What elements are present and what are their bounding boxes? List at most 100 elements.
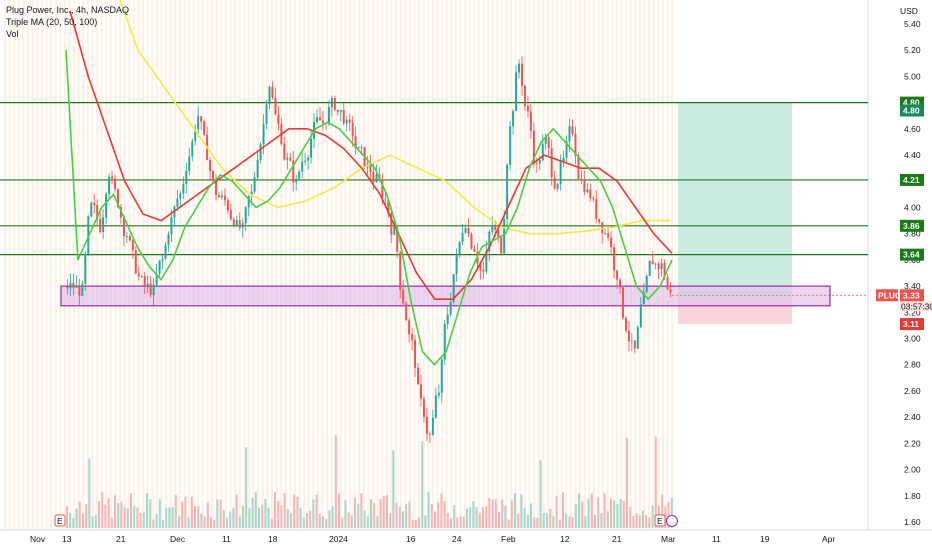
candle-body (164, 244, 167, 259)
volume-bar (158, 499, 161, 528)
price-tick-label: 2.00 (904, 465, 921, 475)
session-stripe (22, 0, 25, 530)
session-stripe (404, 0, 407, 530)
volume-bar (168, 507, 171, 528)
volume-bar (382, 495, 385, 528)
indicator-ma-label[interactable]: Triple MA (20, 50, 100) (6, 17, 98, 27)
candle-body (473, 248, 476, 252)
candle-body (333, 97, 336, 110)
volume-bar (194, 506, 196, 528)
session-stripe (537, 0, 540, 530)
candle-body (262, 123, 265, 145)
candle-body (203, 121, 206, 135)
session-stripe (468, 0, 471, 530)
candle-body (140, 276, 143, 278)
volume-bar (350, 515, 353, 528)
session-stripe (132, 0, 135, 530)
candle-body (663, 263, 666, 277)
candle-body (393, 227, 396, 235)
volume-bar (258, 507, 260, 528)
volume-bar (533, 517, 536, 528)
volume-bar (66, 506, 68, 528)
candle-body (458, 241, 461, 255)
session-stripe (339, 0, 342, 530)
session-stripe (91, 0, 94, 530)
candle-body (610, 237, 613, 248)
volume-bar (178, 515, 180, 528)
volume-bar (539, 459, 542, 528)
candle-body (420, 384, 422, 399)
session-stripe (229, 0, 232, 530)
session-stripe (123, 0, 126, 530)
session-stripe (119, 0, 122, 530)
candle-body (598, 218, 601, 223)
volume-bar (328, 510, 331, 528)
earnings-marker: E (657, 516, 663, 526)
candle-body (443, 323, 446, 360)
candle-body (330, 97, 333, 108)
session-stripe (201, 0, 204, 530)
price-tick-label: 5.00 (904, 71, 921, 81)
candle-body (523, 85, 526, 107)
candle-body (479, 263, 482, 270)
time-tick-label: 21 (116, 534, 126, 544)
candle-body (518, 63, 520, 73)
volume-bar (376, 516, 379, 528)
session-stripe (464, 0, 467, 530)
session-stripe (261, 0, 264, 530)
candle-body (87, 216, 90, 254)
candle-body (396, 227, 399, 252)
volume-bar (139, 513, 142, 528)
candle-body (212, 171, 215, 181)
candle-body (547, 137, 550, 149)
volume-bar (302, 517, 305, 528)
volume-bar (405, 504, 408, 528)
session-stripe (606, 0, 609, 530)
time-tick-label: 12 (560, 534, 570, 544)
volume-bar (421, 441, 424, 528)
candle-body (648, 260, 651, 276)
candle-body (411, 334, 414, 341)
candle-body (613, 247, 616, 271)
candle-body (627, 330, 630, 342)
stop-price-tag: 3.11 (903, 319, 919, 329)
volume-bar (91, 516, 94, 528)
volume-bar (398, 507, 401, 528)
volume-bar (584, 516, 587, 528)
session-stripe (165, 0, 168, 530)
candle-body (232, 219, 235, 226)
candle-body (259, 144, 262, 161)
session-stripe (178, 0, 181, 530)
volume-bar (306, 512, 308, 528)
volume-bar (661, 494, 664, 528)
indicator-vol-label[interactable]: Vol (6, 29, 19, 39)
volume-bar (498, 512, 500, 528)
candle-body (464, 228, 467, 233)
dividend-icon (666, 515, 678, 527)
candle-body (229, 210, 232, 220)
session-stripe (381, 0, 384, 530)
volume-bar (654, 436, 657, 528)
candle-body (111, 176, 114, 179)
volume-bar (386, 495, 388, 528)
session-stripe (395, 0, 398, 530)
candle-body (485, 251, 488, 272)
volume-bar (226, 517, 228, 528)
volume-bar (514, 492, 516, 528)
session-stripe (303, 0, 306, 530)
session-stripe (137, 0, 140, 530)
volume-bar (78, 501, 81, 528)
session-stripe (31, 0, 34, 530)
volume-bar (184, 496, 187, 528)
currency-label[interactable]: USD (900, 6, 918, 16)
candle-body (69, 282, 72, 289)
session-stripe (542, 0, 545, 530)
volume-bar (552, 516, 555, 528)
symbol-title[interactable]: Plug Power, Inc., 4h, NASDAQ (6, 5, 130, 15)
candle-body (636, 327, 639, 349)
volume-bar (344, 499, 347, 528)
price-tick-label: 4.40 (904, 150, 921, 160)
price-tick-label: 2.80 (904, 360, 921, 370)
